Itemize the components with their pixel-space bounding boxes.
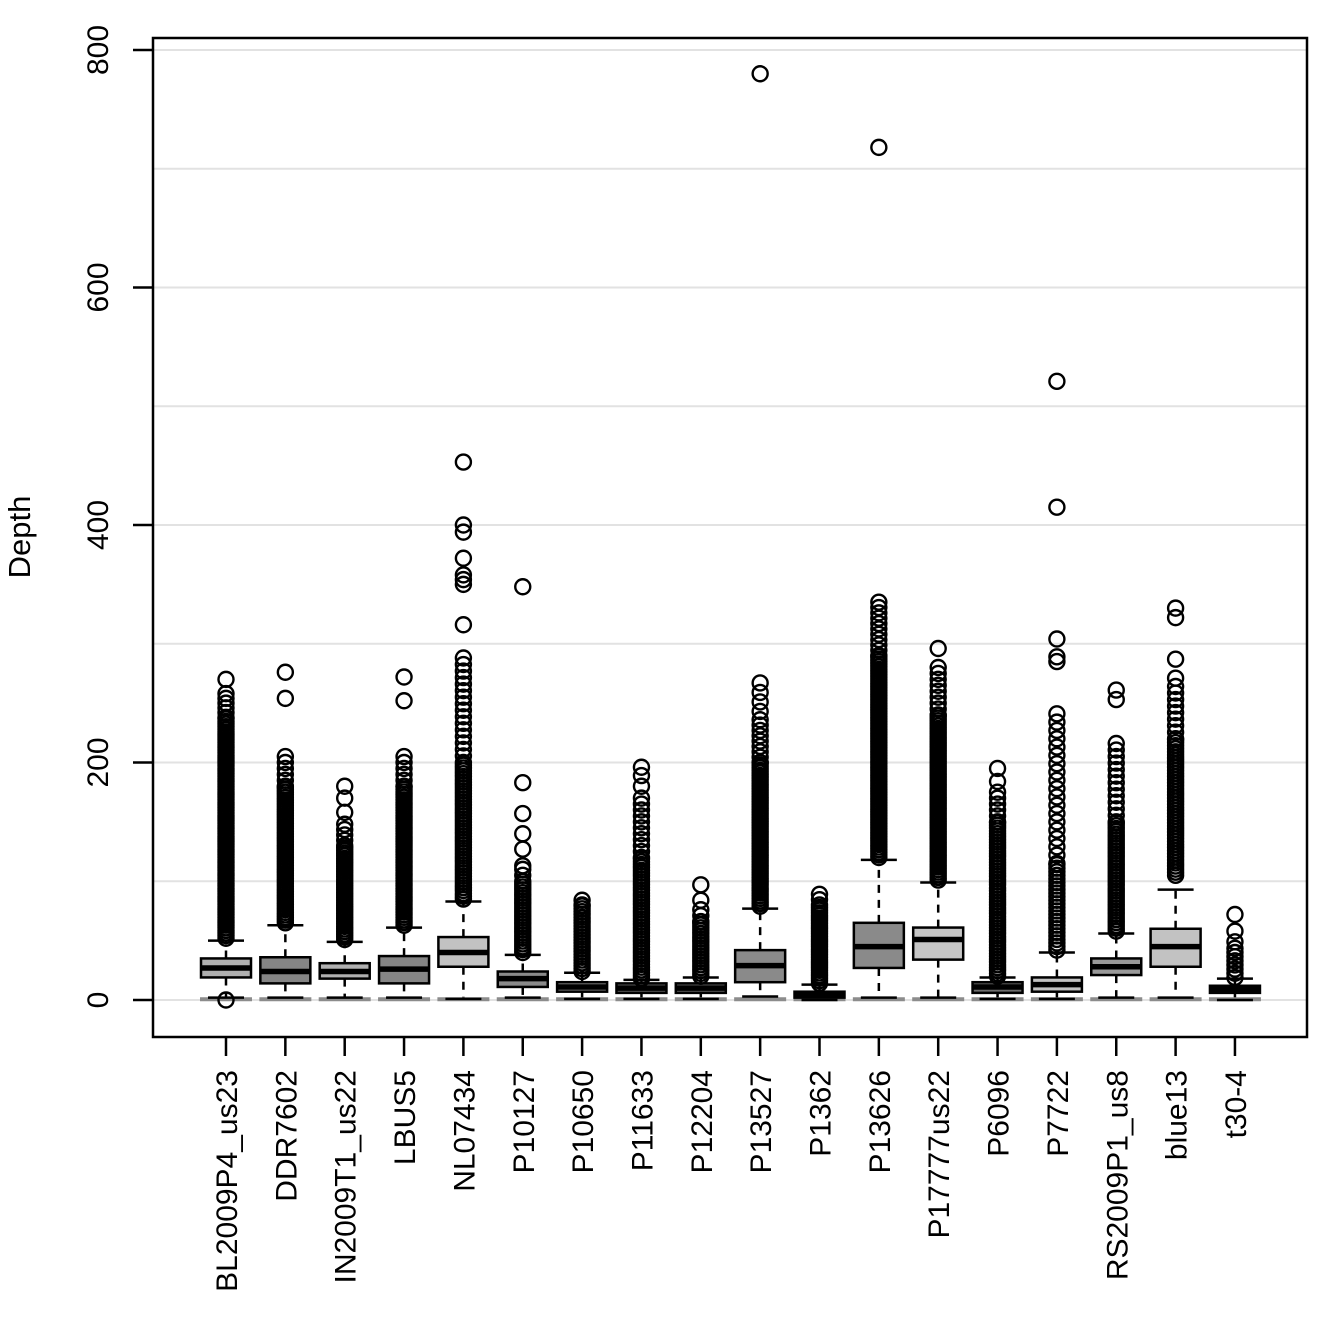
- boxplot-RS2009P1_us8: [1090, 681, 1143, 1002]
- svg-text:IN2009T1_us22: IN2009T1_us22: [330, 1070, 363, 1284]
- boxplot-DDR7602: [259, 663, 312, 1002]
- x-axis: BL2009P4_us23 DDR7602 IN2009T1_us22 LBUS5 NL…: [211, 1037, 1253, 1292]
- boxplot-P17777us22: [911, 639, 965, 1002]
- svg-text:NL07434: NL07434: [448, 1070, 481, 1192]
- boxplot-P6096: [971, 759, 1024, 1002]
- boxplot-blue13: [1149, 599, 1202, 1002]
- y-axis: 0 200 400 600 800: [82, 25, 153, 1008]
- svg-text:BL2009P4_us23: BL2009P4_us23: [211, 1070, 244, 1292]
- svg-text:P10127: P10127: [508, 1070, 541, 1173]
- boxplot-BL2009P4_us23: [199, 670, 253, 1009]
- boxplot-P11633: [615, 758, 668, 1002]
- boxplot-P10650: [555, 891, 609, 1002]
- boxplot-P7722: [1030, 372, 1084, 1002]
- svg-text:DDR7602: DDR7602: [270, 1070, 303, 1202]
- svg-text:600: 600: [82, 262, 115, 312]
- svg-text:P12204: P12204: [686, 1070, 719, 1173]
- plot-border: [151, 36, 1309, 1039]
- boxplot-LBUS5: [377, 668, 431, 1002]
- svg-text:0: 0: [82, 992, 115, 1009]
- boxplot-NL07434: [437, 453, 490, 1002]
- svg-text:P7722: P7722: [1042, 1070, 1075, 1157]
- svg-text:P10650: P10650: [567, 1070, 600, 1173]
- boxplot-IN2009T1_us22: [318, 777, 371, 1002]
- svg-text:P1362: P1362: [805, 1070, 838, 1157]
- svg-text:400: 400: [82, 500, 115, 550]
- boxplot-P10127: [496, 578, 549, 1002]
- svg-text:P13527: P13527: [745, 1070, 778, 1173]
- svg-text:200: 200: [82, 737, 115, 787]
- boxplot-P13527: [733, 65, 787, 1002]
- svg-text:P17777us22: P17777us22: [923, 1070, 956, 1239]
- svg-text:t30-4: t30-4: [1220, 1070, 1253, 1138]
- y-axis-title: Depth: [2, 496, 37, 579]
- boxplot-P12204: [674, 876, 728, 1002]
- svg-text:P11633: P11633: [626, 1070, 659, 1171]
- boxplot-P1362: [793, 885, 846, 1002]
- svg-text:P6096: P6096: [983, 1070, 1016, 1157]
- boxplot-t30-4: [1208, 905, 1262, 1002]
- svg-text:RS2009P1_us8: RS2009P1_us8: [1101, 1070, 1134, 1280]
- svg-text:800: 800: [82, 25, 115, 75]
- svg-text:LBUS5: LBUS5: [389, 1070, 422, 1165]
- boxplot-P13626: [852, 138, 906, 1002]
- svg-text:blue13: blue13: [1161, 1070, 1194, 1160]
- svg-text:P13626: P13626: [864, 1070, 897, 1173]
